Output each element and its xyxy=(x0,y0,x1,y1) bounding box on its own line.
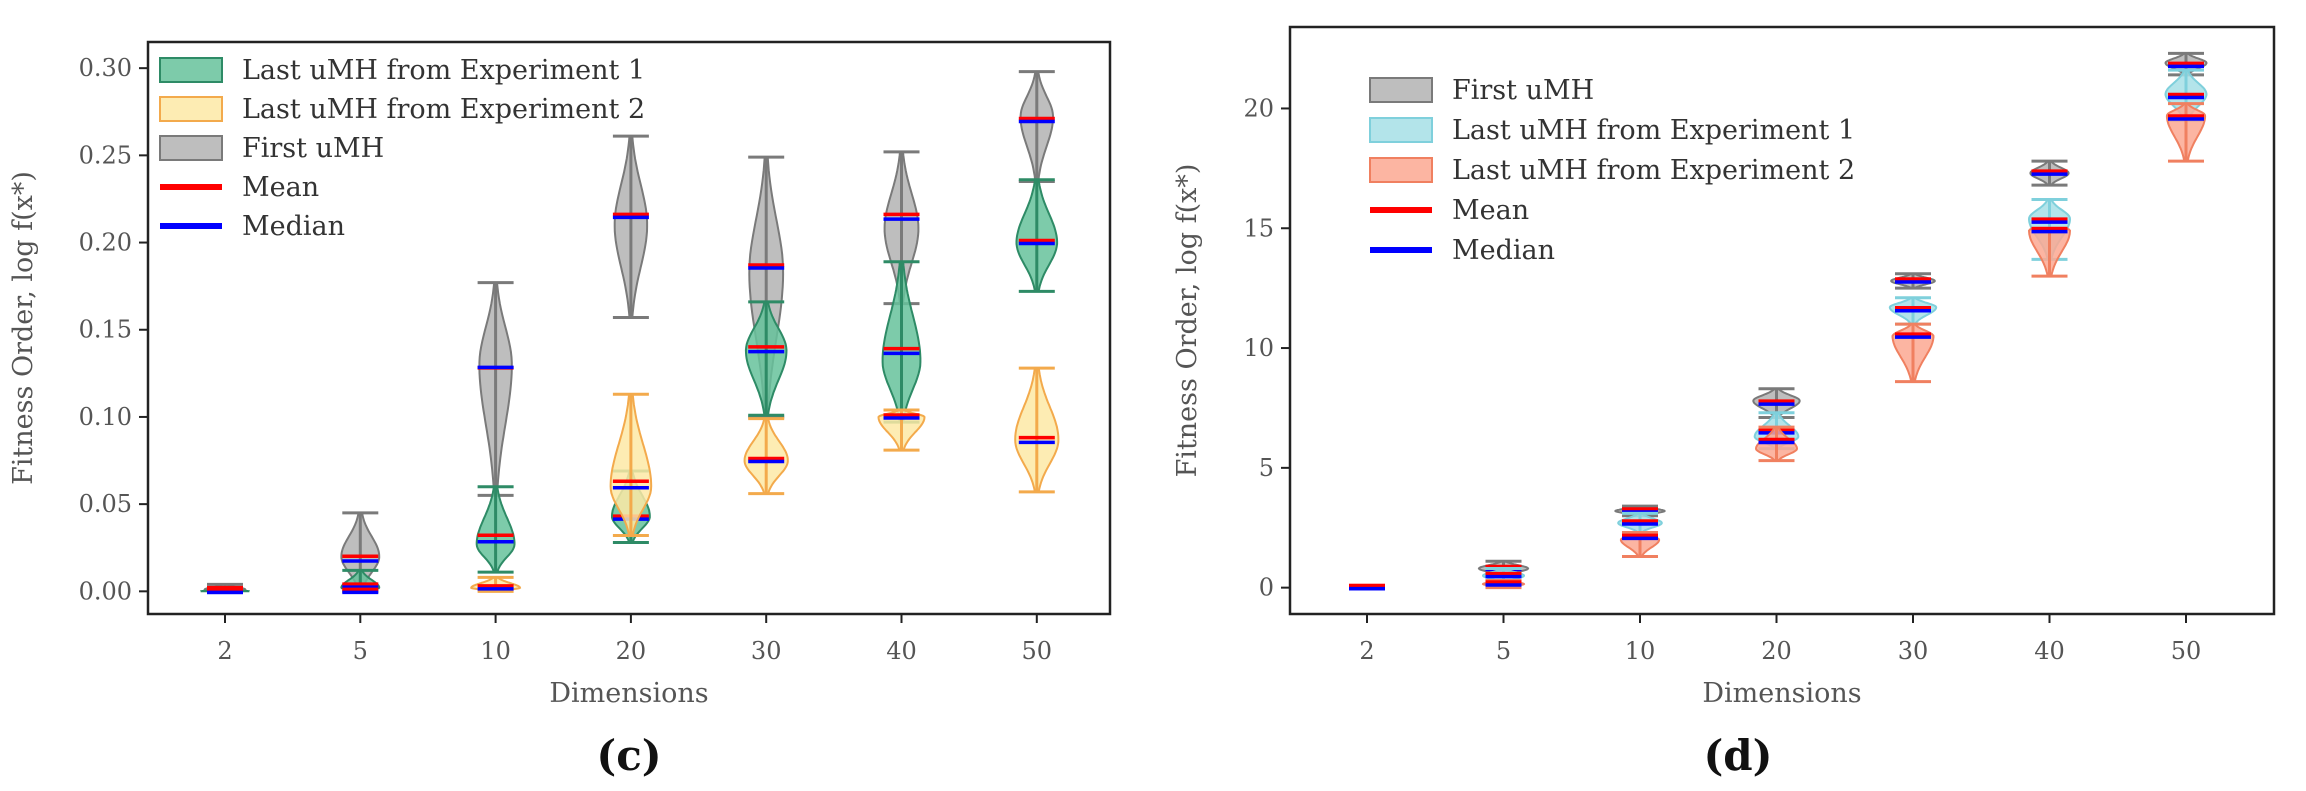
y-tick-label: 20 xyxy=(1243,94,1274,122)
x-tick-label: 2 xyxy=(217,637,232,665)
y-tick-label: 0.30 xyxy=(79,54,132,82)
legend-label: Median xyxy=(242,211,345,242)
y-tick-label: 0.00 xyxy=(79,577,132,605)
violin-series-last-umh-from-experiment-1 xyxy=(1349,68,2208,591)
x-tick-label: 20 xyxy=(1761,637,1792,665)
y-tick-label: 5 xyxy=(1259,454,1274,482)
y-tick-label: 0.10 xyxy=(79,403,132,431)
panel-c: 0.00 0.05 0.10 0.15 0.20 0.25 0.30 2 5 10 20 30 40 50… xyxy=(8,40,1112,780)
x-tick-label: 20 xyxy=(616,637,647,665)
y-axis-label: Fitness Order, log f(x*) xyxy=(8,171,39,485)
x-tick-label: 10 xyxy=(1625,637,1656,665)
legend-swatch xyxy=(1369,157,1433,183)
x-tick-label: 40 xyxy=(886,637,917,665)
x-axis-label: Dimensions xyxy=(549,678,708,709)
x-axis-label: Dimensions xyxy=(1702,678,1861,709)
legend-label: Mean xyxy=(242,172,319,203)
y-tick-label: 0.05 xyxy=(79,490,132,518)
x-tick-label: 50 xyxy=(2171,637,2202,665)
x-tick-label: 10 xyxy=(480,637,511,665)
legend-label: Last uMH from Experiment 1 xyxy=(242,55,645,86)
y-tick-label: 0.20 xyxy=(79,229,132,257)
legend: Last uMH from Experiment 1 Last uMH from … xyxy=(159,55,645,242)
x-tick-label: 50 xyxy=(1022,637,1053,665)
panel-label: (c) xyxy=(596,731,661,780)
violin-series-first-umh xyxy=(203,70,1055,593)
violin-series-last-umh-from-experiment-2 xyxy=(207,366,1060,595)
y-axis-label: Fitness Order, log f(x*) xyxy=(1172,164,1203,478)
legend-label: First uMH xyxy=(1452,75,1594,106)
x-tick-label: 30 xyxy=(1898,637,1929,665)
legend-label: Last uMH from Experiment 2 xyxy=(1452,155,1855,186)
y-tick-label: 0.15 xyxy=(79,316,132,344)
legend-swatch xyxy=(1369,117,1433,143)
legend-label: Last uMH from Experiment 1 xyxy=(1452,115,1855,146)
legend: First uMH Last uMH from Experiment 1 Last … xyxy=(1369,75,1855,266)
y-tick-label: 0.25 xyxy=(79,141,132,169)
x-tick-label: 30 xyxy=(751,637,782,665)
x-tick-label: 40 xyxy=(2034,637,2065,665)
legend-swatch xyxy=(159,135,223,161)
legend-swatch xyxy=(1369,77,1433,103)
legend-swatch xyxy=(159,57,223,83)
legend-swatch xyxy=(159,96,223,122)
violin-series-last-umh-from-experiment-2 xyxy=(1349,102,2207,591)
plot-frame xyxy=(146,40,1112,616)
legend-label: Mean xyxy=(1452,195,1529,226)
x-tick-label: 5 xyxy=(1496,637,1511,665)
y-tick-label: 15 xyxy=(1243,214,1274,242)
legend-label: Median xyxy=(1452,235,1555,266)
x-tick-label: 2 xyxy=(1359,637,1374,665)
panel-label: (d) xyxy=(1703,731,1772,780)
y-tick-label: 10 xyxy=(1243,334,1274,362)
x-tick-label: 5 xyxy=(353,637,368,665)
plot-frame xyxy=(1288,25,2276,616)
y-tick-label: 0 xyxy=(1259,574,1274,602)
legend-label: Last uMH from Experiment 2 xyxy=(242,94,645,125)
legend-label: First uMH xyxy=(242,133,384,164)
